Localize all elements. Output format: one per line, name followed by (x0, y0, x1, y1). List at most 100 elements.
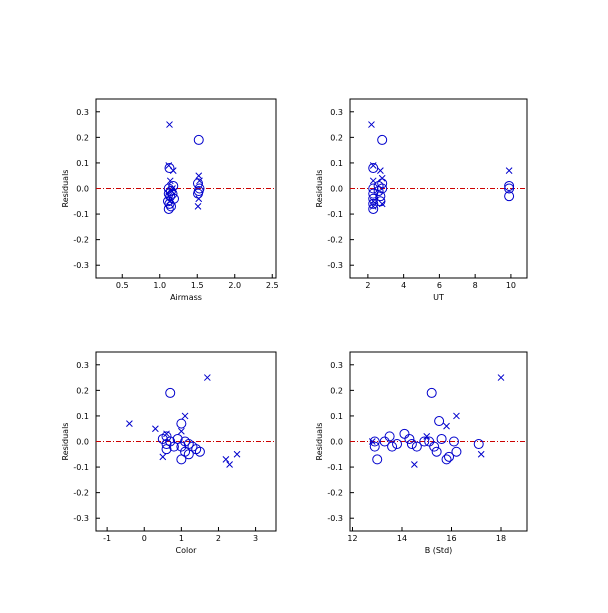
data-point-circle (377, 134, 388, 145)
data-point-cross (233, 450, 241, 458)
plot-panel-2: -0.3 -0.2 -0.1 0.0 0.1 0.2 0.3 2 4 6 8 10 UT Residual… (315, 98, 528, 302)
data-point-circle (193, 134, 204, 145)
y-tick-label: 0.1 (330, 412, 343, 421)
data-point-cross (152, 425, 159, 433)
x-tick-label: 0.5 (116, 281, 129, 290)
y-tick-label: -0.2 (327, 489, 343, 498)
data-point-cross (411, 461, 418, 468)
y-tick-label: 0.0 (330, 438, 343, 447)
y-tick-label: 0.3 (330, 108, 343, 117)
data-point-cross (203, 374, 211, 381)
data-point-cross (181, 412, 189, 420)
data-point-circle (183, 449, 194, 460)
data-point-cross (194, 203, 202, 210)
data-point-cross (226, 461, 233, 468)
x-tick-label: 2.0 (228, 281, 241, 290)
data-point-circle (404, 433, 415, 444)
data-point-circle (429, 441, 440, 452)
y-tick-label: 0.2 (76, 386, 89, 395)
data-point-circle (392, 439, 403, 450)
data-point-circle (176, 454, 187, 465)
data-point-cross (369, 203, 377, 210)
data-point-circle (384, 431, 395, 442)
x-tick-label: -1 (103, 534, 111, 543)
y-tick-label: 0.3 (76, 361, 89, 370)
data-point-circle (161, 444, 172, 455)
y-tick-label: -0.1 (73, 210, 89, 219)
data-point-circle (368, 198, 379, 209)
x-tick-label: 0 (142, 534, 147, 543)
data-point-circle (157, 433, 168, 444)
y-tick-label: 0.3 (330, 361, 343, 370)
y-tick-label: -0.1 (327, 210, 343, 219)
x-tick-label: 2 (365, 281, 370, 290)
plot-panel-4: -0.3 -0.2 -0.1 0.0 0.1 0.2 0.3 12 14 16 18 B (Std) R… (315, 351, 528, 555)
y-tick-label: -0.3 (73, 514, 89, 523)
data-point-circle (448, 436, 459, 447)
data-point-circle (372, 454, 383, 465)
data-point-cross (166, 177, 174, 185)
data-point-circle (368, 188, 379, 199)
x-tick-label: 2 (216, 534, 221, 543)
data-point-cross (368, 438, 376, 445)
data-point-cross (166, 197, 173, 205)
data-point-circle (375, 191, 386, 202)
data-point-circle (369, 441, 380, 452)
data-point-cross (443, 422, 450, 430)
data-point-circle (373, 180, 384, 191)
y-tick-label: -0.3 (327, 261, 343, 270)
data-point-cross (423, 433, 431, 440)
data-point-cross (178, 427, 185, 435)
data-point-circle (369, 436, 380, 447)
data-point-circle (504, 180, 515, 191)
y-tick-label: -0.2 (327, 236, 343, 245)
data-point-circle (504, 191, 515, 202)
y-axis-label: Residuals (315, 423, 324, 461)
data-point-cross (453, 412, 460, 420)
plot-panel-3: -0.3 -0.2 -0.1 0.0 0.1 0.2 0.3 -1 0 1 2 3 Color Resid… (61, 351, 277, 555)
data-point-circle (165, 387, 176, 398)
data-point-cross (163, 430, 170, 438)
data-point-cross (369, 197, 377, 205)
data-point-cross (368, 121, 375, 128)
data-point-circle (426, 387, 437, 398)
y-tick-label: 0.0 (330, 185, 343, 194)
y-tick-label: 0.3 (76, 108, 89, 117)
y-tick-label: -0.3 (73, 261, 89, 270)
x-tick-label: 1.0 (153, 281, 166, 290)
data-point-cross (369, 162, 377, 169)
data-point-cross (169, 167, 177, 174)
y-tick-label: 0.1 (76, 412, 89, 421)
data-point-circle (368, 203, 379, 214)
y-axis-label: Residuals (61, 170, 70, 208)
x-axis-label: Color (176, 546, 198, 555)
data-point-cross (378, 200, 386, 208)
x-tick-label: 10 (506, 281, 516, 290)
data-point-cross (378, 174, 386, 182)
data-point-circle (176, 441, 187, 452)
data-point-circle (411, 441, 422, 452)
data-point-circle (180, 436, 191, 447)
data-point-cross (377, 167, 384, 174)
data-point-cross (222, 456, 230, 463)
y-tick-label: 0.0 (76, 438, 89, 447)
y-tick-label: -0.1 (327, 463, 343, 472)
data-point-circle (441, 454, 452, 465)
x-tick-label: 8 (473, 281, 478, 290)
y-axis-label: Residuals (61, 423, 70, 461)
data-point-circle (164, 163, 175, 174)
data-point-cross (196, 177, 203, 185)
data-point-circle (163, 203, 174, 214)
data-point-cross (195, 195, 203, 203)
data-point-circle (406, 439, 417, 450)
data-point-circle (431, 446, 442, 457)
plot-panel-1: -0.3 -0.2 -0.1 0.0 0.1 0.2 0.3 0.5 1.0 1.5 2.0 2.5 A… (61, 98, 279, 302)
data-point-cross (159, 453, 167, 461)
y-tick-label: 0.2 (330, 386, 343, 395)
y-tick-label: 0.1 (330, 159, 343, 168)
data-point-cross (369, 177, 377, 185)
data-point-circle (194, 446, 205, 457)
data-point-circle (163, 188, 174, 199)
